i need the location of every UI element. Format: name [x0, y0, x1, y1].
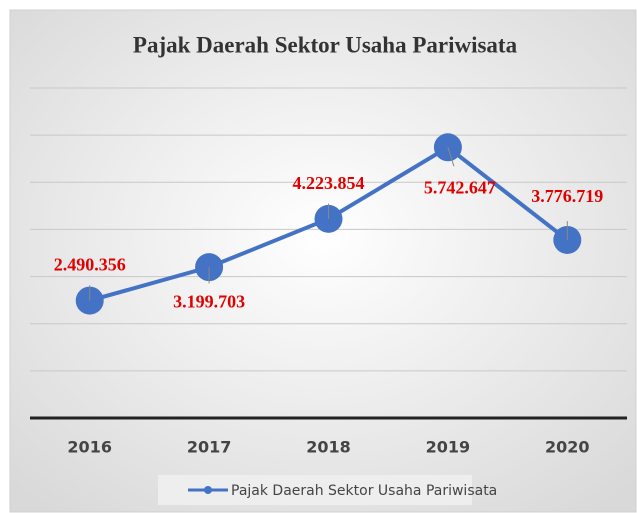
x-tick-label: 2017 — [187, 438, 232, 457]
data-label: 2.490.356 — [54, 255, 126, 275]
data-label: 3.776.719 — [531, 186, 603, 206]
x-tick-label: 2019 — [426, 438, 471, 457]
leader-line — [447, 147, 455, 167]
chart-title: Pajak Daerah Sektor Usaha Pariwisata — [133, 32, 518, 57]
data-label: 3.199.703 — [173, 291, 245, 311]
legend-label: Pajak Daerah Sektor Usaha Pariwisata — [231, 483, 497, 499]
chart-background — [9, 9, 637, 513]
data-label: 5.742.647 — [424, 177, 496, 197]
x-tick-label: 2016 — [67, 438, 112, 457]
legend-marker — [204, 486, 212, 494]
x-tick-label: 2020 — [545, 438, 590, 457]
x-tick-label: 2018 — [306, 438, 351, 457]
data-label: 4.223.854 — [293, 173, 365, 193]
